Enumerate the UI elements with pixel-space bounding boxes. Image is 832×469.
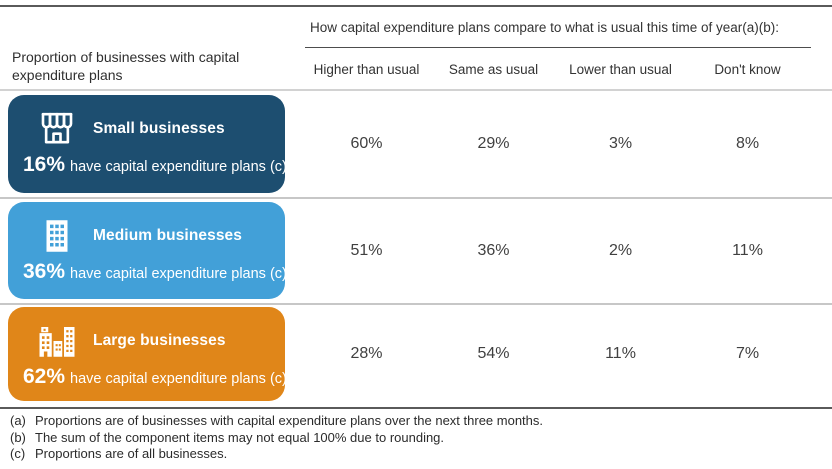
card-stat-line: 36% have capital expenditure plans (c) [8,257,287,284]
footnote-label: (a) [10,413,26,428]
column-header-same: Same as usual [448,62,539,77]
card-title: Medium businesses [93,227,242,244]
stat-label: have capital expenditure plans (c) [70,266,287,282]
table-question-heading: How capital expenditure plans compare to… [310,20,779,35]
value-cell: 29% [477,135,510,152]
footnote-a: (a) Proportions are of businesses with c… [10,413,543,430]
value-cell: 8% [735,135,760,152]
footnote-b: (b) The sum of the component items may n… [10,430,543,447]
value-cell: 3% [608,135,633,152]
value-cell: 11% [732,241,763,259]
column-headers: Higher than usual Same as usual Lower th… [303,62,811,77]
question-underline [305,47,811,48]
card-stat-line: 62% have capital expenditure plans (c) [8,362,287,389]
header-separator-line [0,89,832,91]
footnote-text: The sum of the component items may not e… [35,429,445,445]
stat-percentage: 16% [23,153,66,176]
small-businesses-card: Small businesses 16% have capital expendi… [8,95,287,193]
large-businesses-card: Large businesses 62% have capital expendi… [8,307,287,401]
stat-percentage: 36% [23,260,66,283]
storefront-icon [41,112,73,144]
footnote-c: (c) Proportions are of all businesses. [10,446,543,463]
top-border-line [0,5,832,7]
value-cell: 28% [350,345,383,362]
small-businesses-values: 60% 29% 3% 8% [303,95,811,193]
footnote-text: Proportions are of all businesses. [35,446,228,462]
card-stat-line: 16% have capital expenditure plans (c) [8,150,287,177]
footnote-label: (b) [10,429,26,445]
medium-businesses-values: 51% 36% 2% 11% [303,202,811,299]
medium-businesses-card: Medium businesses 36% have capital expend… [8,202,287,299]
row-header-title: Proportion of businesses with capital ex… [12,49,240,83]
column-header-dont-know: Don't know [714,62,781,77]
office-building-icon [46,220,68,252]
card-title: Small businesses [93,120,225,137]
value-cell: 7% [735,345,760,362]
footnote-text: Proportions are of businesses with capit… [35,413,544,428]
value-cell: 51% [350,241,383,259]
value-cell: 54% [477,345,510,362]
row-separator-line [0,197,832,199]
value-cell: 36% [477,241,510,259]
card-title: Large businesses [93,332,226,349]
value-cell: 60% [350,135,383,152]
large-businesses-values: 28% 54% 11% 7% [303,307,811,401]
stat-label: have capital expenditure plans (c) [70,371,287,387]
row-separator-line [0,303,832,305]
footnote-label: (c) [10,446,26,462]
footnotes: (a) Proportions are of businesses with c… [10,413,543,463]
value-cell: 11% [605,345,636,362]
value-cell: 2% [608,241,633,259]
column-header-lower: Lower than usual [569,62,672,77]
stat-label: have capital expenditure plans (c) [70,159,287,175]
city-buildings-icon [39,327,75,357]
footnote-separator-line [0,407,832,409]
stat-percentage: 62% [23,365,66,388]
column-header-higher: Higher than usual [313,62,420,77]
